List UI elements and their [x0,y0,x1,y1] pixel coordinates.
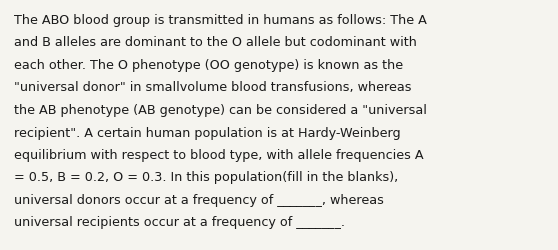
Text: = 0.5, B = 0.2, O = 0.3. In this population(fill in the blanks),: = 0.5, B = 0.2, O = 0.3. In this populat… [14,171,398,184]
Text: universal donors occur at a frequency of _______, whereas: universal donors occur at a frequency of… [14,193,384,206]
Text: universal recipients occur at a frequency of _______.: universal recipients occur at a frequenc… [14,216,345,228]
Text: the AB phenotype (AB genotype) can be considered a "universal: the AB phenotype (AB genotype) can be co… [14,104,427,117]
Text: and B alleles are dominant to the O allele but codominant with: and B alleles are dominant to the O alle… [14,36,417,49]
Text: each other. The O phenotype (OO genotype) is known as the: each other. The O phenotype (OO genotype… [14,59,403,72]
Text: "universal donor" in smallvolume blood transfusions, whereas: "universal donor" in smallvolume blood t… [14,81,411,94]
Text: recipient". A certain human population is at Hardy-Weinberg: recipient". A certain human population i… [14,126,401,139]
Text: The ABO blood group is transmitted in humans as follows: The A: The ABO blood group is transmitted in hu… [14,14,427,27]
Text: equilibrium with respect to blood type, with allele frequencies A: equilibrium with respect to blood type, … [14,148,424,161]
